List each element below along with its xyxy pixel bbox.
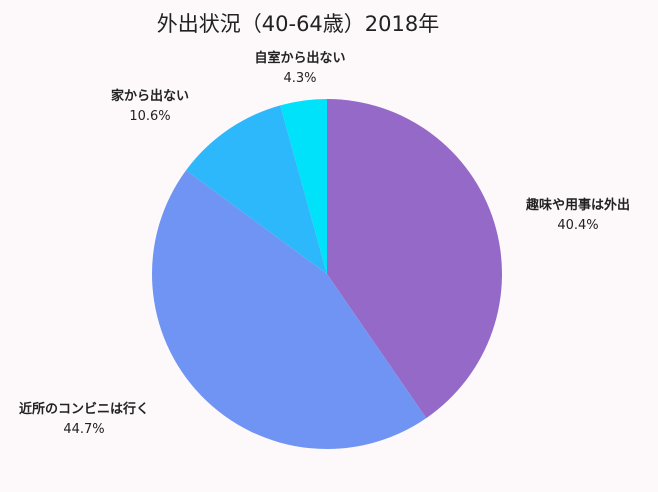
slice-label-1: 趣味や用事は外出 [525,197,630,213]
slice-label-2: 近所のコンビニは行く [19,401,149,417]
pie-slices [151,99,503,450]
pie-slice-4 [280,99,327,274]
pie-slice-1 [327,99,503,419]
slice-label-4: 自室から出ない [254,50,345,66]
slice-value-label-2: 44.7% [63,422,104,437]
slice-label-3: 家から出ない [111,88,189,104]
pie-labels: 趣味や用事は外出 40.4% 近所のコンビニは行く 44.7% 家から出ない 10.6% 自… [19,50,630,437]
chart-title: 外出状況（40-64歳）2018年 [157,12,439,36]
slice-value-label-1: 40.4% [557,218,598,233]
pie-slice-3 [186,105,327,274]
slice-value-label-4: 4.3% [283,71,316,86]
slice-value-label-3: 10.6% [129,109,170,124]
pie-slice-2 [151,170,427,450]
